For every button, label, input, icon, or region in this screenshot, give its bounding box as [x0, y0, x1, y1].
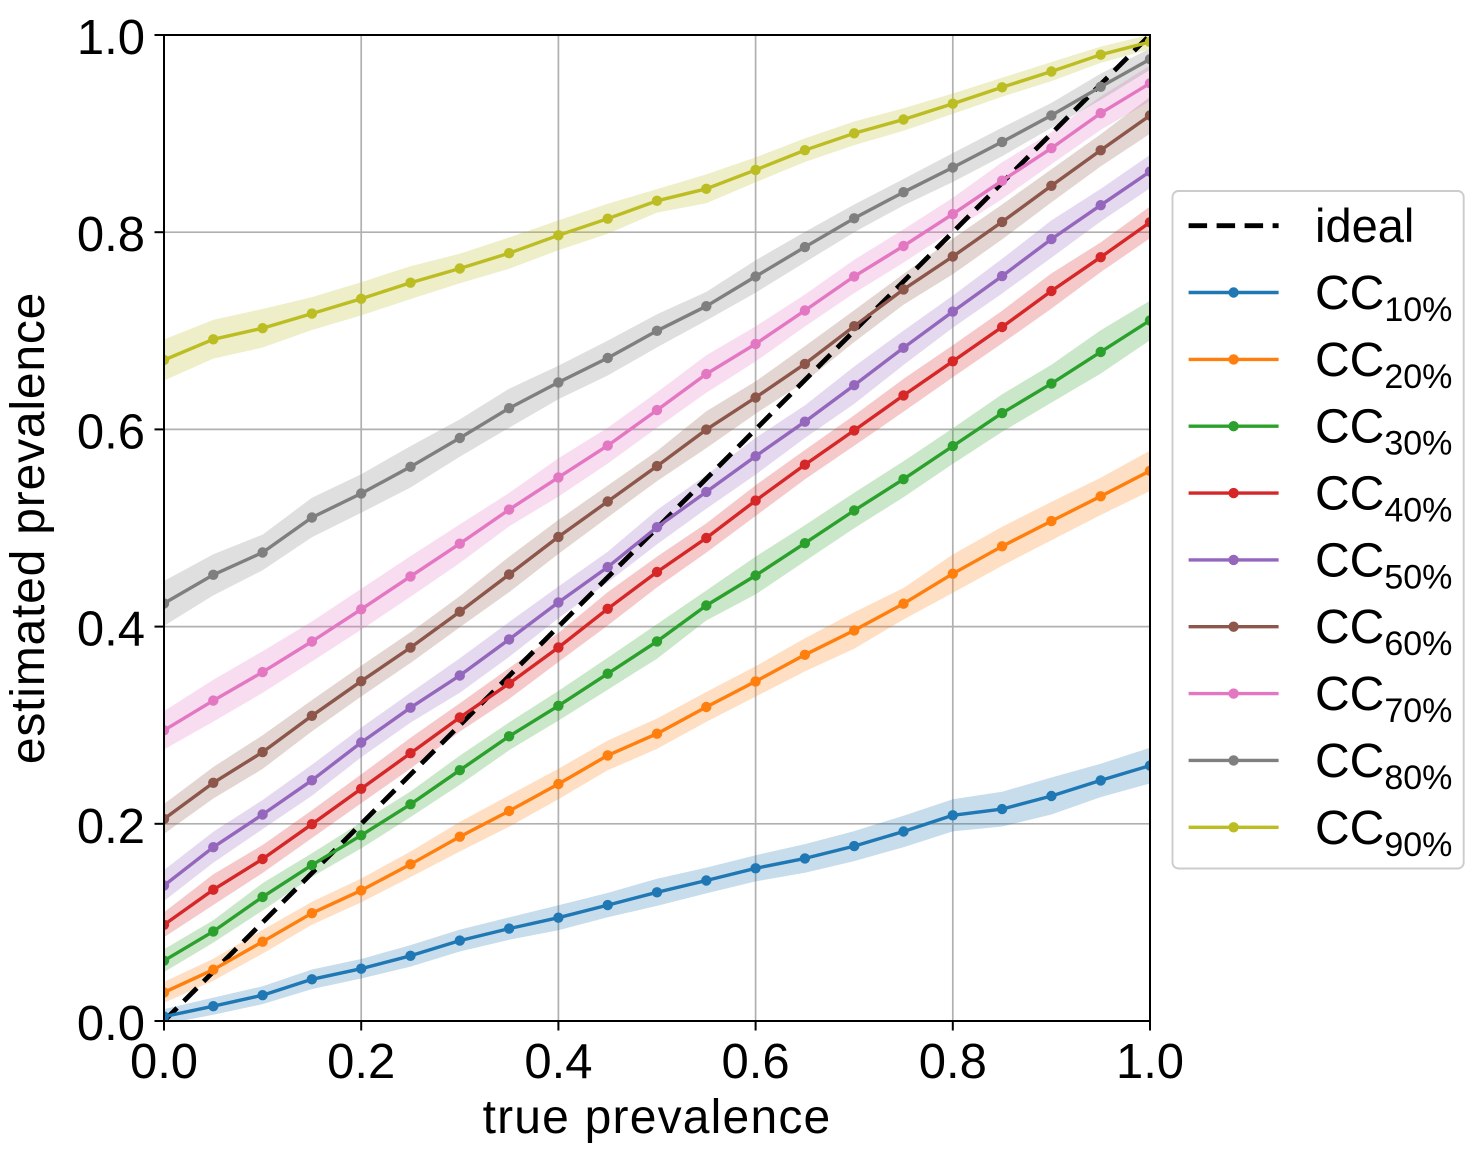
- svg-text:0.2: 0.2: [77, 800, 145, 854]
- svg-text:true prevalence: true prevalence: [483, 1091, 832, 1144]
- svg-text:estimated prevalence: estimated prevalence: [2, 292, 55, 764]
- svg-text:0.2: 0.2: [327, 1035, 395, 1089]
- svg-text:CC80%: CC80%: [1315, 735, 1452, 797]
- svg-text:CC20%: CC20%: [1315, 334, 1452, 396]
- svg-text:ideal: ideal: [1315, 199, 1414, 252]
- svg-text:1.0: 1.0: [1116, 1035, 1184, 1089]
- svg-text:0.4: 0.4: [524, 1035, 592, 1089]
- svg-text:0.6: 0.6: [722, 1035, 790, 1089]
- svg-text:0.8: 0.8: [919, 1035, 987, 1089]
- svg-text:0.0: 0.0: [77, 997, 145, 1051]
- svg-text:0.8: 0.8: [77, 208, 145, 262]
- svg-text:0.4: 0.4: [77, 603, 145, 657]
- svg-text:0.0: 0.0: [130, 1035, 198, 1089]
- svg-text:0.6: 0.6: [77, 405, 145, 459]
- svg-text:1.0: 1.0: [77, 11, 145, 65]
